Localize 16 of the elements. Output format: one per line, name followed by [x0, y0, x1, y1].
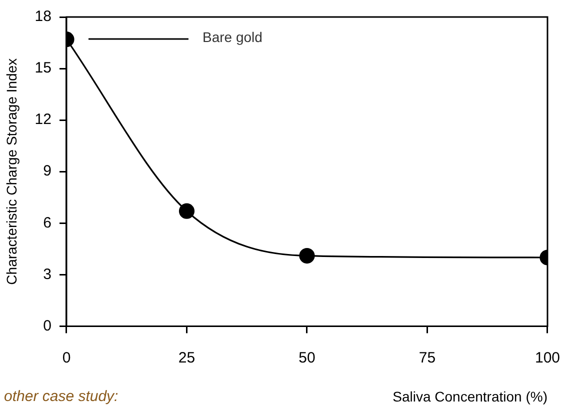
x-tick-label: 75 — [418, 349, 436, 366]
x-tick-label: 0 — [62, 349, 71, 366]
x-tick-label: 25 — [178, 349, 196, 366]
x-tick-label: 50 — [298, 349, 316, 366]
y-tick-label: 18 — [34, 8, 52, 26]
y-tick-label: 12 — [34, 111, 52, 128]
y-tick-label: 3 — [43, 266, 52, 283]
y-tick-label: 9 — [43, 162, 52, 180]
x-tick-label: 100 — [534, 349, 560, 366]
text: Bare gold — [202, 28, 262, 45]
y-tick-label: 0 — [43, 317, 52, 334]
y-tick-label: 15 — [34, 60, 52, 77]
x-axis-title: Saliva Concentration (%) — [392, 388, 548, 404]
y-axis-title: Characteristic Charge Storage Index — [3, 58, 20, 285]
y-tick-label: 6 — [43, 214, 52, 232]
text: other case study: — [4, 388, 118, 405]
